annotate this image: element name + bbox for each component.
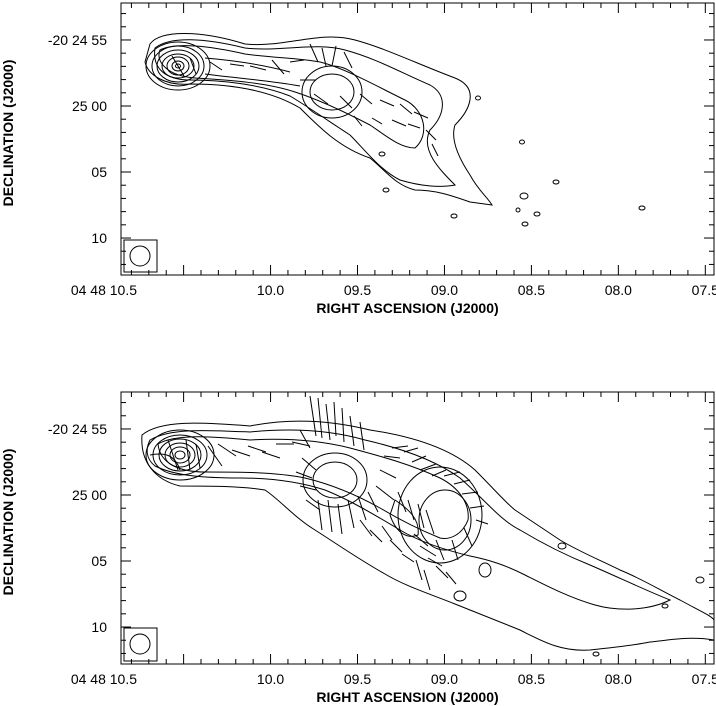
core-contour (161, 53, 195, 79)
core-contour (151, 45, 205, 87)
core-contour (152, 434, 208, 476)
x-tick-label: 08.5 (518, 671, 545, 687)
polarization-vectors (171, 43, 439, 157)
core-contour (171, 60, 185, 72)
y-tick-label: 10 (91, 619, 107, 635)
beam-circle (129, 633, 151, 655)
y-tick-label: 10 (91, 230, 107, 246)
beam-circle (129, 245, 151, 267)
x-tick-label: 04 48 10.5 (71, 671, 137, 687)
island-contour (519, 192, 529, 200)
y-tick-label: -20 24 55 (48, 32, 107, 48)
island-contour (638, 205, 646, 211)
core-contour (166, 56, 190, 76)
contour-level-2 (154, 39, 457, 187)
island-contour (552, 179, 560, 185)
island-contour (661, 603, 669, 609)
polarization-vectors (167, 395, 489, 591)
x-tick-label: 08.0 (605, 671, 632, 687)
y-tick-label: 25 00 (72, 98, 107, 114)
island-contour (592, 651, 600, 657)
axis-ticks (121, 3, 714, 275)
contour-level-2 (146, 429, 672, 610)
island-contour (475, 95, 481, 101)
beam-box (123, 239, 158, 273)
contour-level-3 (158, 45, 425, 149)
island-contour (382, 187, 390, 193)
island-contour (557, 542, 567, 550)
x-tick-label: 07.5 (692, 282, 716, 298)
x-tick-label: 04 48 10.5 (71, 282, 137, 298)
y-axis-title: DECLINATION (J2000) (0, 60, 16, 207)
contour-outer (144, 33, 493, 206)
contour-level-3 (157, 436, 469, 539)
knot-contour (418, 489, 472, 551)
knot-contour (302, 452, 368, 508)
beam-box (123, 627, 158, 662)
x-tick-label: 08.5 (518, 282, 545, 298)
jet-contour (204, 57, 291, 73)
island-contour (533, 211, 541, 217)
panel-bottom (120, 391, 715, 665)
island-contour (695, 576, 705, 584)
x-tick-label: 09.0 (431, 282, 458, 298)
x-tick-label: 10.0 (257, 282, 284, 298)
x-tick-label: 09.0 (431, 671, 458, 687)
core-contour (175, 63, 181, 69)
knot-contour (397, 466, 483, 564)
island-contour (521, 221, 529, 227)
contour-map (123, 33, 646, 273)
island-contour (450, 213, 458, 219)
contour-map (123, 395, 714, 662)
core-contour (174, 450, 186, 460)
island-contour (478, 562, 492, 578)
x-tick-label: 10.0 (257, 671, 284, 687)
y-tick-label: 05 (91, 164, 107, 180)
x-tick-label: 09.5 (344, 282, 371, 298)
core-contour (169, 446, 191, 464)
knot-contour (389, 499, 419, 537)
island-contour (378, 151, 386, 157)
x-tick-label: 07.5 (692, 671, 716, 687)
island-contour (515, 207, 521, 213)
axis-labels: 04 48 10.5 10.0 09.5 09.0 08.5 08.0 07.5 -20 24… (0, 32, 716, 705)
core-contour (158, 438, 202, 472)
y-tick-label: -20 24 55 (48, 421, 107, 437)
y-tick-label: 05 (91, 553, 107, 569)
core-contour (145, 41, 211, 91)
plot-frame (120, 391, 715, 665)
axis-ticks (121, 392, 714, 664)
island-contour (453, 590, 467, 602)
island-contour (519, 139, 525, 145)
core-contour (164, 442, 196, 468)
panel-top (120, 2, 715, 276)
knot-contour (309, 73, 355, 111)
contour-outer (141, 420, 714, 651)
x-axis-title: RIGHT ASCENSION (J2000) (316, 300, 498, 316)
x-tick-label: 09.5 (344, 671, 371, 687)
x-axis-title: RIGHT ASCENSION (J2000) (316, 689, 498, 705)
x-tick-label: 08.0 (605, 282, 632, 298)
plot-frame (120, 2, 715, 276)
jet-contour (204, 73, 301, 87)
y-axis-title: DECLINATION (J2000) (0, 449, 16, 596)
y-tick-label: 25 00 (72, 487, 107, 503)
knot-contour (312, 461, 358, 499)
core-contour (156, 49, 200, 83)
